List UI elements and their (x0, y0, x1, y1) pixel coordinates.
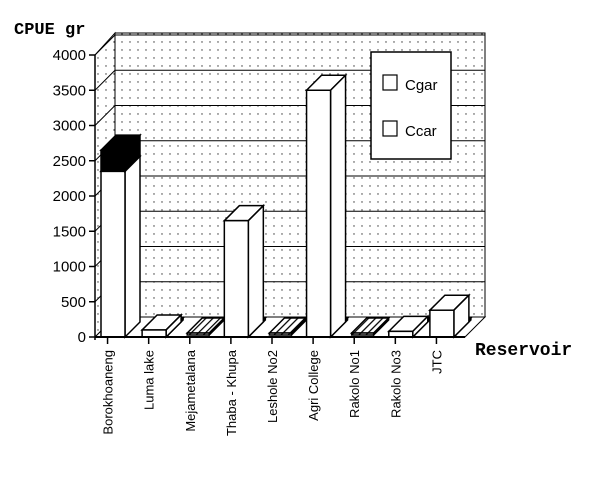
bar-cgar (99, 154, 142, 339)
bar-cgar (304, 73, 348, 339)
x-tick-label: Thaba - Khupa (224, 349, 239, 436)
bar-cgar (140, 313, 183, 339)
y-axis-title: CPUE gr (14, 21, 85, 40)
x-tick-label: Leshole No2 (265, 350, 280, 423)
x-tick-label: Rakolo No3 (388, 350, 403, 418)
x-tick-label: JTC (429, 350, 444, 374)
y-tick-label: 3000 (53, 118, 86, 135)
y-tick-label: 1000 (53, 259, 86, 276)
legend-label-ccar: Ccar (405, 123, 437, 140)
legend-label-cgar: Cgar (405, 77, 438, 94)
y-tick-label: 3500 (53, 82, 86, 99)
x-tick-label: Rakolo No1 (347, 350, 362, 418)
x-tick-label: Agri College (306, 350, 321, 421)
legend-swatch-cgar (382, 74, 398, 91)
y-tick-label: 1500 (53, 223, 86, 240)
bars (99, 73, 473, 339)
x-tick-label: Borokhoaneng (101, 350, 116, 435)
y-axis: 0 500 1000 1500 2000 2500 3000 3500 4000 (53, 47, 95, 346)
bar-ccar (99, 133, 142, 174)
x-axis: Borokhoaneng Luma lake Mejametalana Thaba -… (101, 337, 444, 436)
x-tick-label: Mejametalana (183, 349, 198, 431)
y-tick-label: 4000 (53, 47, 86, 64)
x-axis-title: Reservoir (475, 341, 572, 361)
y-tick-label: 2500 (53, 153, 86, 170)
legend: Cgar Ccar (370, 51, 452, 160)
y-tick-label: 500 (61, 294, 86, 311)
legend-swatch-ccar (382, 120, 398, 137)
bar-ccar (349, 316, 391, 337)
x-tick-label: Luma lake (142, 350, 157, 410)
bar-cgar (222, 203, 266, 339)
y-tick-label: 2000 (53, 188, 86, 205)
y-tick-label: 0 (78, 329, 86, 346)
bar-cgar (428, 293, 471, 339)
